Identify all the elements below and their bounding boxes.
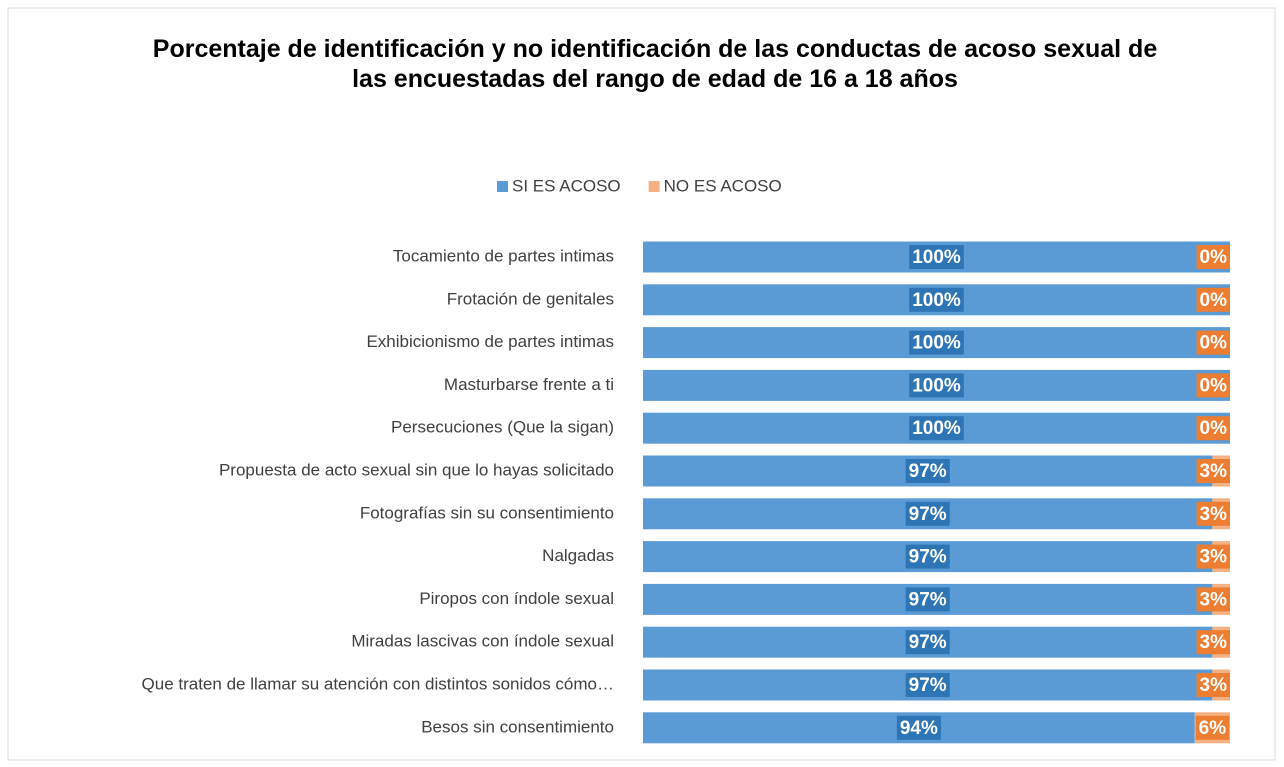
y-tick-label: Piropos con índole sexual	[419, 589, 614, 608]
data-label-bg	[1195, 715, 1230, 740]
chart-title: Porcentaje de identificación y no identi…	[152, 35, 1158, 93]
y-tick-label: Besos sin consentimiento	[421, 717, 614, 736]
data-label-bg	[909, 416, 964, 441]
data-label: 0%	[1200, 333, 1228, 354]
data-label-bg	[1196, 245, 1230, 269]
data-label-bg	[905, 630, 950, 655]
legend-label: NO ES ACOSO	[664, 176, 782, 195]
y-tick-label: Masturbarse frente a ti	[444, 375, 614, 394]
data-label-bg	[905, 587, 950, 612]
y-tick-label: Exhibicionismo de partes intimas	[366, 332, 614, 351]
data-label: 94%	[900, 718, 938, 739]
data-label: 97%	[909, 675, 947, 696]
data-label-bg	[1196, 587, 1230, 612]
data-label-bg	[905, 544, 950, 569]
data-label: 100%	[912, 375, 961, 396]
data-label: 100%	[912, 418, 961, 439]
legend-swatch	[497, 181, 508, 192]
data-label: 3%	[1200, 632, 1228, 653]
chart-frame	[7, 7, 1276, 761]
data-label-bg	[909, 373, 964, 398]
y-tick-label: Que traten de llamar su atención con dis…	[142, 674, 614, 693]
y-tick-label: Persecuciones (Que la sigan)	[391, 418, 614, 437]
data-label: 97%	[909, 632, 947, 653]
data-label-bg	[905, 459, 950, 483]
y-tick-label: Propuesta de acto sexual sin que lo haya…	[219, 460, 614, 479]
data-label: 97%	[909, 547, 947, 568]
data-label-bg	[1196, 459, 1230, 483]
legend-label: SI ES ACOSO	[512, 176, 621, 195]
data-label-bg	[905, 501, 950, 526]
y-tick-label: Tocamiento de partes intimas	[393, 246, 614, 265]
data-label-bg	[905, 673, 950, 697]
data-label-bg	[1196, 287, 1230, 312]
data-label-bg	[1196, 373, 1230, 398]
data-label-bg	[909, 330, 964, 355]
data-label: 100%	[912, 247, 961, 268]
data-label-bg	[1196, 416, 1230, 441]
data-label-bg	[896, 715, 941, 740]
data-label: 3%	[1200, 504, 1228, 525]
y-tick-label: Miradas lascivas con índole sexual	[351, 632, 614, 651]
data-label: 97%	[909, 461, 947, 482]
data-label: 3%	[1200, 589, 1228, 610]
data-label-bg	[1196, 330, 1230, 355]
data-label: 3%	[1200, 675, 1228, 696]
data-label: 0%	[1200, 247, 1228, 268]
data-label: 0%	[1200, 290, 1228, 311]
data-label: 97%	[909, 504, 947, 525]
data-label-bg	[909, 245, 964, 269]
data-label: 100%	[912, 333, 961, 354]
data-label: 97%	[909, 589, 947, 610]
data-label-bg	[1196, 501, 1230, 526]
data-label: 3%	[1200, 461, 1228, 482]
data-label-bg	[1196, 673, 1230, 697]
data-label-bg	[909, 287, 964, 312]
y-tick-label: Fotografías sin su consentimiento	[360, 503, 614, 522]
data-label: 0%	[1200, 418, 1228, 439]
data-label: 0%	[1200, 375, 1228, 396]
legend-swatch	[648, 181, 660, 192]
data-label: 3%	[1200, 547, 1228, 568]
data-label-bg	[1196, 544, 1230, 569]
y-tick-label: Frotación de genitales	[447, 289, 614, 308]
data-label-bg	[1196, 630, 1230, 655]
y-tick-label: Nalgadas	[542, 546, 614, 565]
data-label: 100%	[912, 290, 961, 311]
data-label: 6%	[1199, 718, 1227, 739]
